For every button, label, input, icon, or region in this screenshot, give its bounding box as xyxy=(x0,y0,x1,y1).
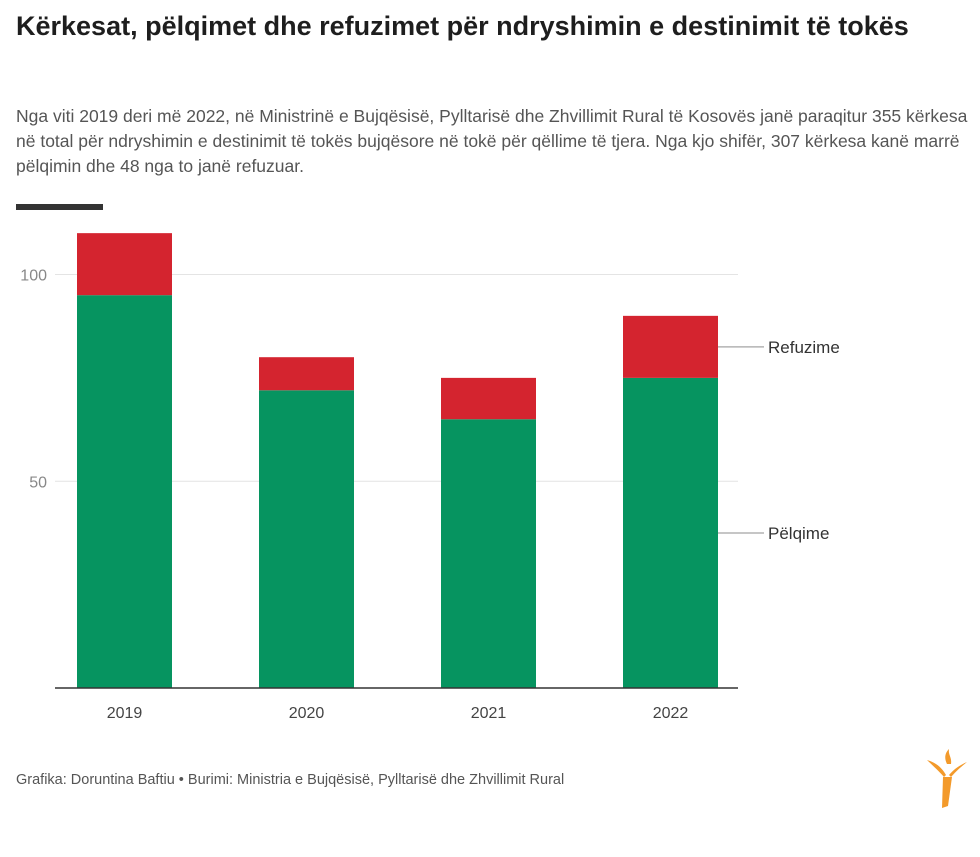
bar-layer xyxy=(77,233,718,688)
bar-rejected-2021 xyxy=(441,377,536,420)
stacked-bar-chart: 50 100 2019 2020 2021 2022 Pëlqime Refuzime xyxy=(20,233,840,722)
x-tick-label-2021: 2021 xyxy=(471,705,507,722)
bar-rejected-2019 xyxy=(77,233,172,296)
header-rule xyxy=(16,204,103,210)
legend-layer: Pëlqime Refuzime xyxy=(718,338,840,543)
source-credit: Grafika: Doruntina Baftiu • Burimi: Mini… xyxy=(16,772,565,788)
bar-approved-2022 xyxy=(623,377,718,688)
chart-title: Kërkesat, pëlqimet dhe refuzimet për ndr… xyxy=(16,11,909,41)
chart-subtitle: Nga viti 2019 deri më 2022, në Ministrin… xyxy=(16,106,968,176)
bar-rejected-2020 xyxy=(259,357,354,391)
bar-approved-2020 xyxy=(259,390,354,688)
x-tick-label-2019: 2019 xyxy=(107,705,143,722)
x-tick-label-2020: 2020 xyxy=(289,705,325,722)
bar-approved-2021 xyxy=(441,419,536,688)
bar-approved-2019 xyxy=(77,295,172,688)
legend-label-approved: Pëlqime xyxy=(768,524,829,543)
bar-rejected-2022 xyxy=(623,315,718,378)
y-tick-label-100: 100 xyxy=(20,268,47,285)
legend-label-rejected: Refuzime xyxy=(768,338,840,357)
y-tick-label-50: 50 xyxy=(29,474,47,491)
rfe-torch-logo-icon xyxy=(927,749,967,808)
x-tick-label-2022: 2022 xyxy=(653,705,689,722)
axis-layer: 50 100 2019 2020 2021 2022 xyxy=(20,268,738,722)
